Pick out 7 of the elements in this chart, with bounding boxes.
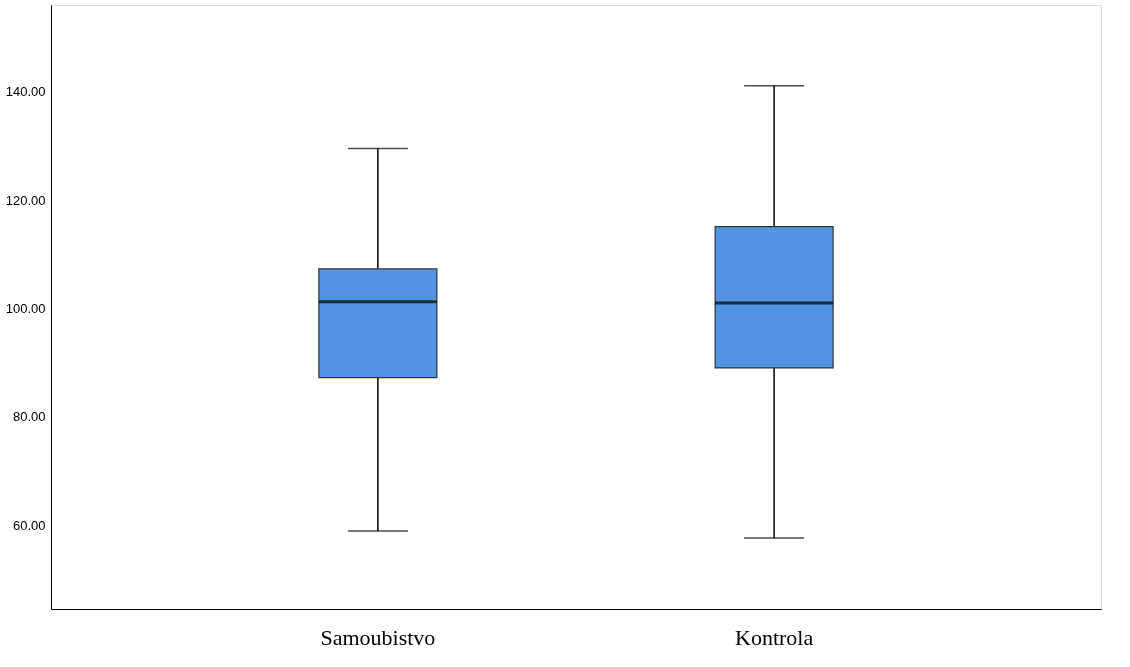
x-tick-label: Samoubistvo	[320, 624, 436, 650]
y-tick-label: 120.00	[5, 192, 46, 208]
y-tick-label: 140.00	[5, 84, 46, 100]
y-tick-label: 80.00	[12, 409, 46, 425]
y-tick-label: 60.00	[12, 517, 46, 533]
x-tick-label: Kontrola	[735, 624, 814, 650]
y-tick-label: 100.00	[5, 300, 46, 316]
